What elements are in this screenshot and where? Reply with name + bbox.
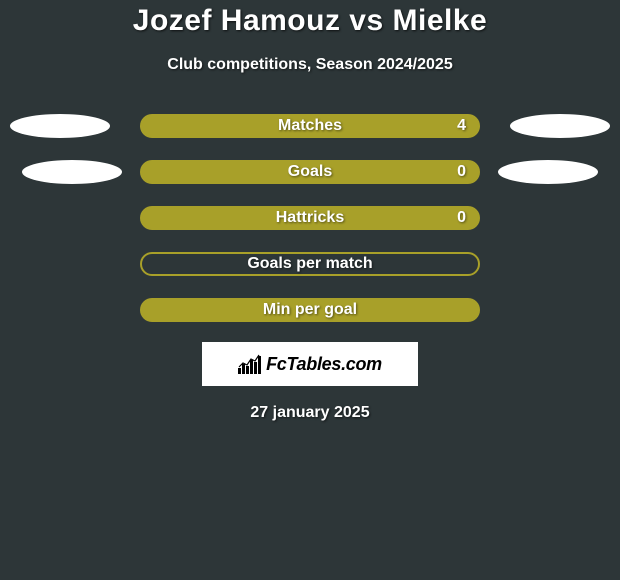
stat-label: Matches: [278, 117, 342, 135]
brand-badge: FcTables.com: [202, 342, 418, 386]
page-subtitle: Club competitions, Season 2024/2025: [167, 56, 452, 74]
stat-row: Goals per match: [0, 252, 620, 276]
brand-text: FcTables.com: [266, 354, 382, 375]
footer-date: 27 january 2025: [250, 404, 369, 422]
stat-rows: Matches 4 Goals 0 Hattricks 0 Goals per match M…: [0, 114, 620, 322]
stat-value: 0: [457, 209, 466, 227]
left-ellipse: [10, 114, 110, 138]
stat-bar: Hattricks 0: [140, 206, 480, 230]
stat-label: Goals: [288, 163, 332, 181]
stat-row: Min per goal: [0, 298, 620, 322]
stat-value: 0: [457, 163, 466, 181]
stat-row: Hattricks 0: [0, 206, 620, 230]
stat-row: Goals 0: [0, 160, 620, 184]
stat-row: Matches 4: [0, 114, 620, 138]
stat-bar: Goals per match: [140, 252, 480, 276]
right-ellipse: [498, 160, 598, 184]
stat-label: Goals per match: [247, 255, 372, 273]
page-title: Jozef Hamouz vs Mielke: [133, 4, 487, 38]
footer: FcTables.com 27 january 2025: [202, 342, 418, 422]
stat-value: 4: [457, 117, 466, 135]
stat-bar: Goals 0: [140, 160, 480, 184]
left-ellipse: [22, 160, 122, 184]
stat-label: Hattricks: [276, 209, 344, 227]
bars-icon: [238, 354, 262, 374]
stat-bar: Matches 4: [140, 114, 480, 138]
infographic-container: Jozef Hamouz vs Mielke Club competitions…: [0, 0, 620, 580]
stat-label: Min per goal: [263, 301, 357, 319]
stat-bar: Min per goal: [140, 298, 480, 322]
right-ellipse: [510, 114, 610, 138]
